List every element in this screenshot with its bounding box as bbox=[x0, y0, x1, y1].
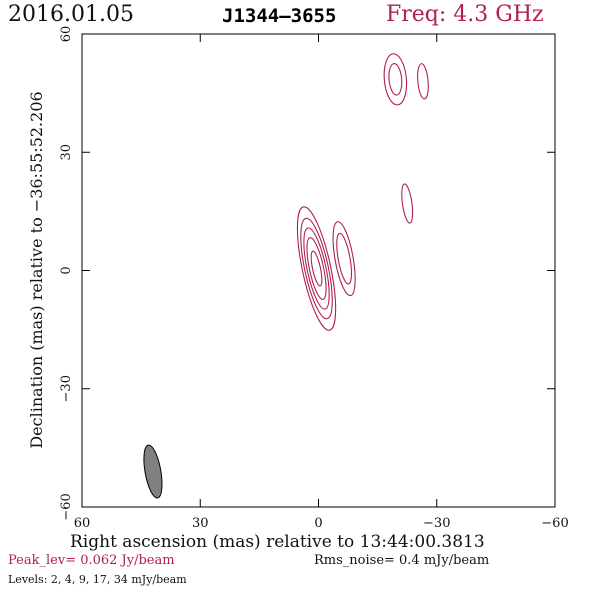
plot-frame bbox=[81, 33, 556, 508]
contour-core-4 bbox=[300, 217, 333, 320]
contour-north-1-4 bbox=[388, 63, 403, 96]
x-tick-label: 30 bbox=[192, 516, 209, 531]
source-name: J1344–3655 bbox=[222, 5, 337, 27]
beam-ellipse bbox=[143, 444, 163, 499]
y-tick-label: 0 bbox=[59, 266, 74, 274]
y-tick-label: −30 bbox=[59, 375, 74, 402]
y-axis-label: Declination (mas) relative to −36:55:52.… bbox=[27, 91, 46, 448]
contour-north-2-2 bbox=[417, 63, 429, 100]
contour-levels: Levels: 2, 4, 9, 17, 34 mJy/beam bbox=[8, 573, 187, 586]
contour-jet-2 bbox=[332, 221, 356, 297]
beam-layer bbox=[143, 444, 163, 499]
axis-ticks: 60 30 0 −30 −60 −60 −30 0 30 60 bbox=[59, 26, 569, 531]
peak-level: Peak_lev= 0.062 Jy/beam bbox=[8, 553, 175, 568]
y-tick-label: −60 bbox=[59, 493, 74, 520]
contour-knot-2 bbox=[401, 183, 414, 224]
contour-core-34 bbox=[310, 250, 323, 287]
observation-date: 2016.01.05 bbox=[8, 2, 134, 27]
contour-north-1-2 bbox=[383, 53, 408, 106]
x-axis-label: Right ascension (mas) relative to 13:44:… bbox=[70, 532, 485, 552]
contour-core-2 bbox=[296, 206, 337, 331]
y-tick-label: 30 bbox=[59, 144, 74, 161]
contour-layer bbox=[296, 53, 429, 331]
rms-noise: Rms_noise= 0.4 mJy/beam bbox=[314, 553, 490, 568]
contour-core-9 bbox=[303, 227, 330, 310]
contour-jet-4 bbox=[336, 232, 352, 285]
frequency-label: Freq: 4.3 GHz bbox=[386, 2, 544, 27]
x-tick-label: 0 bbox=[314, 516, 322, 531]
x-tick-label: −30 bbox=[423, 516, 450, 531]
x-tick-label: 60 bbox=[74, 516, 91, 531]
x-tick-label: −60 bbox=[541, 516, 568, 531]
contour-core-17 bbox=[306, 237, 327, 300]
y-tick-label: 60 bbox=[59, 26, 74, 43]
